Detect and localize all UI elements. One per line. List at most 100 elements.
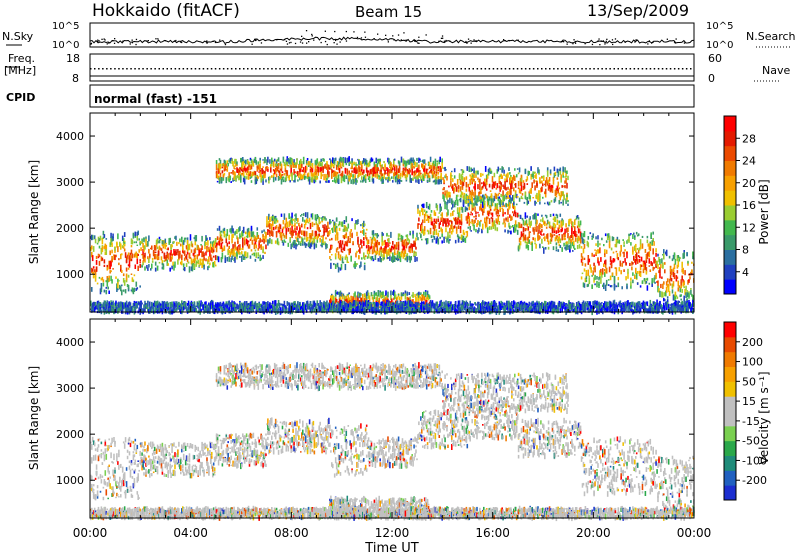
power-echo-cell [201,262,203,269]
power-echo-cell [363,175,365,177]
power-echo-cell [239,173,241,180]
power-echo-cell [561,191,563,196]
nsearch-dot [574,42,577,44]
power-echo-cell [378,241,380,246]
power-echo-cell [357,291,359,298]
power-echo-cell [339,267,342,271]
power-echo-cell [656,281,658,283]
power-echo-cell [654,258,656,263]
power-echo-cell [368,179,371,182]
power-echo-cell [510,190,512,196]
power-echo-cell [540,230,542,236]
power-echo-cell [262,169,264,175]
power-echo-cell [371,158,374,162]
power-echo-cell [169,237,171,244]
power-echo-cell [211,257,213,262]
power-echo-cell [362,293,364,301]
power-echo-cell [141,238,143,244]
power-echo-cell [406,160,409,163]
power-echo-cell [526,243,529,249]
power-echo-cell [302,230,305,236]
power-echo-cell [417,175,419,180]
nave-dot [597,68,599,70]
power-echo-cell [520,181,523,186]
power-echo-cell [230,181,232,183]
power-echo-cell [417,223,419,229]
nave-dot [367,68,370,70]
power-echo-cell [261,230,263,234]
power-echo-cell [641,235,644,238]
power-echo-cell [417,237,419,241]
power-echo-cell [360,309,362,313]
power-echo-cell [460,241,463,243]
power-echo-cell [552,222,555,229]
power-echo-cell [505,202,507,208]
power-echo-cell [246,167,249,171]
power-echo-cell [496,214,499,217]
power-echo-cell [330,309,332,313]
power-echo-cell [470,167,472,173]
power-echo-cell [216,180,219,183]
power-echo-cell [418,291,420,295]
power-echo-cell [484,200,486,203]
power-echo-cell [418,169,420,173]
power-echo-cell [302,170,305,173]
power-echo-cell [283,239,286,243]
power-echo-cell [333,171,335,177]
power-echo-cell [314,175,317,182]
power-echo-cell [305,218,308,223]
power-echo-cell [560,228,562,233]
power-echo-cell [676,270,679,274]
power-echo-cell [337,174,340,181]
nsearch-dot [606,38,608,40]
power-echo-cell [468,216,471,222]
power-echo-cell [116,302,118,304]
power-echo-cell [340,292,343,297]
power-echo-cell [578,228,581,233]
power-echo-cell [298,230,300,236]
power-echo-cell [450,224,452,230]
power-echo-cell [153,251,156,253]
power-echo-cell [486,174,489,179]
power-echo-cell [251,171,254,177]
power-echo-cell [215,246,218,253]
power-echo-cell [398,252,401,258]
power-echo-cell [663,281,665,285]
power-echo-cell [90,300,92,307]
power-echo-cell [419,175,421,178]
power-echo-cell [423,291,425,299]
power-echo-cell [250,165,253,170]
power-echo-cell [520,195,523,199]
power-echo-cell [648,265,651,267]
power-echo-cell [364,158,367,165]
power-echo-cell [597,235,599,240]
power-echo-cell [139,261,141,263]
power-echo-cell [354,261,356,268]
power-echo-cell [270,164,272,168]
power-echo-cell [378,175,380,180]
power-echo-cell [412,177,414,181]
power-echo-cell [663,253,665,260]
power-echo-cell [353,293,355,297]
power-echo-cell [279,174,282,180]
power-echo-cell [383,250,385,258]
power-echo-cell [242,172,244,175]
power-echo-cell [635,258,637,262]
power-echo-cell [356,223,358,225]
power-echo-cell [91,309,93,313]
nave-dot [315,68,317,70]
nsearch-dot [255,39,257,41]
power-echo-cell [385,246,387,253]
power-echo-cell [310,177,313,183]
power-echo-cell [473,167,475,173]
power-echo-cell [120,243,122,250]
power-echo-cell [265,232,267,237]
power-echo-cell [134,264,137,269]
power-echo-cell [254,249,257,252]
power-echo-cell [562,199,564,206]
power-echo-cell [405,161,408,166]
nsearch-dot [674,42,676,44]
power-echo-cell [455,219,458,225]
power-echo-cell [624,249,626,252]
power-echo-cell [441,162,443,169]
